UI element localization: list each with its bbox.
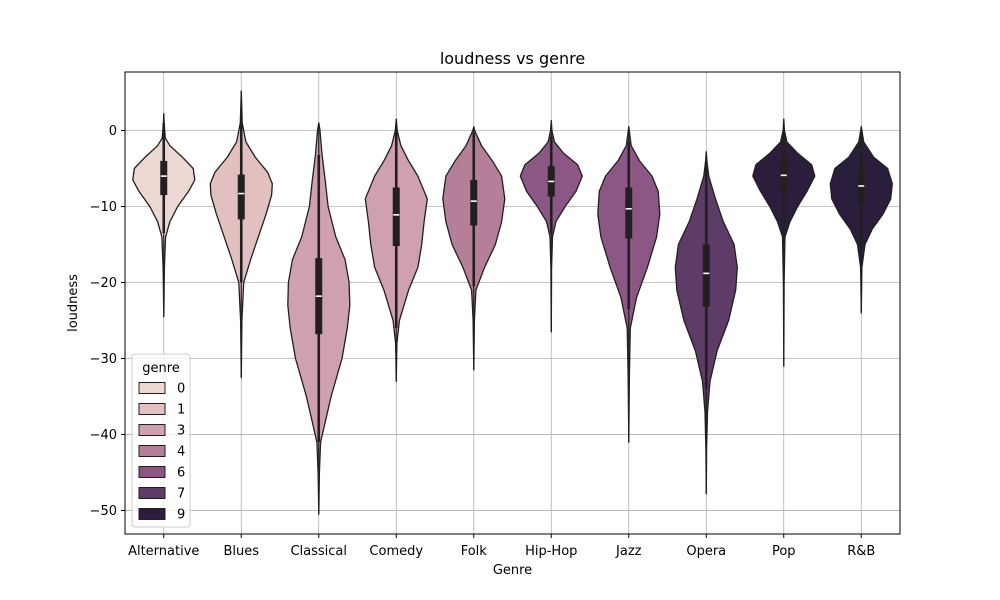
y-axis-label: loudness: [66, 274, 81, 332]
legend-swatch: [138, 403, 166, 415]
violin-blues: [209, 90, 273, 379]
x-tick-label: Comedy: [369, 544, 423, 559]
y-tick-label: −30: [90, 352, 117, 367]
violin-pop: [752, 118, 816, 367]
legend-swatch: [138, 382, 166, 394]
violin-hip-hop: [519, 119, 583, 333]
y-tick-label: −10: [90, 200, 117, 215]
violin-comedy: [364, 118, 428, 382]
x-tick-label: R&B: [847, 544, 875, 559]
legend-swatch: [138, 487, 166, 499]
legend-swatch: [138, 508, 166, 520]
legend-swatch: [138, 445, 166, 457]
chart-title: loudness vs genre: [440, 49, 585, 68]
y-axis: 0 −10 −20 −30 −40 −50: [90, 124, 125, 519]
y-tick-label: −20: [90, 276, 117, 291]
x-axis: Alternative Blues Classical Comedy Folk Hip-H…: [128, 534, 875, 559]
legend-title: genre: [142, 361, 180, 376]
legend-box: [131, 353, 191, 528]
violin-classical: [287, 122, 351, 515]
y-tick-label: 0: [109, 124, 117, 139]
violin-iqr-box: [625, 187, 633, 239]
legend-label: 4: [177, 445, 185, 460]
x-tick-label: Hip-Hop: [525, 544, 577, 559]
violin-iqr-box: [237, 174, 245, 220]
x-tick-label: Pop: [772, 544, 796, 559]
violin-iqr-box: [392, 187, 400, 247]
x-tick-label: Folk: [461, 544, 488, 559]
x-tick-label: Jazz: [615, 544, 642, 559]
legend-swatch: [138, 424, 166, 436]
x-tick-label: Alternative: [128, 544, 199, 559]
violin-jazz: [597, 126, 661, 443]
legend-label: 7: [177, 487, 185, 502]
legend-label: 1: [177, 403, 185, 418]
x-tick-label: Classical: [290, 544, 347, 559]
legend-label: 9: [177, 508, 185, 523]
violin-r-b: [829, 126, 893, 314]
violin-iqr-box: [702, 244, 710, 307]
legend-swatch: [138, 466, 166, 478]
legend-label: 6: [177, 466, 185, 481]
y-tick-label: −40: [90, 428, 117, 443]
x-tick-label: Blues: [223, 544, 259, 559]
violin-opera: [674, 151, 738, 495]
violins: [132, 90, 893, 515]
violin-folk: [442, 126, 506, 371]
legend-label: 0: [177, 382, 185, 397]
violin-iqr-box: [780, 162, 788, 192]
legend-label: 3: [177, 424, 185, 439]
violin-iqr-box: [470, 179, 478, 226]
x-axis-label: Genre: [493, 563, 532, 578]
violin-iqr-box: [160, 160, 168, 196]
x-tick-label: Opera: [686, 544, 726, 559]
y-tick-label: −50: [90, 504, 117, 519]
legend: genre 0 1 3 4 6 7 9: [131, 353, 191, 528]
violin-alternative: [132, 113, 196, 318]
legend-items: 0 1 3 4 6 7 9: [138, 382, 185, 523]
plot-frame: [124, 71, 901, 535]
